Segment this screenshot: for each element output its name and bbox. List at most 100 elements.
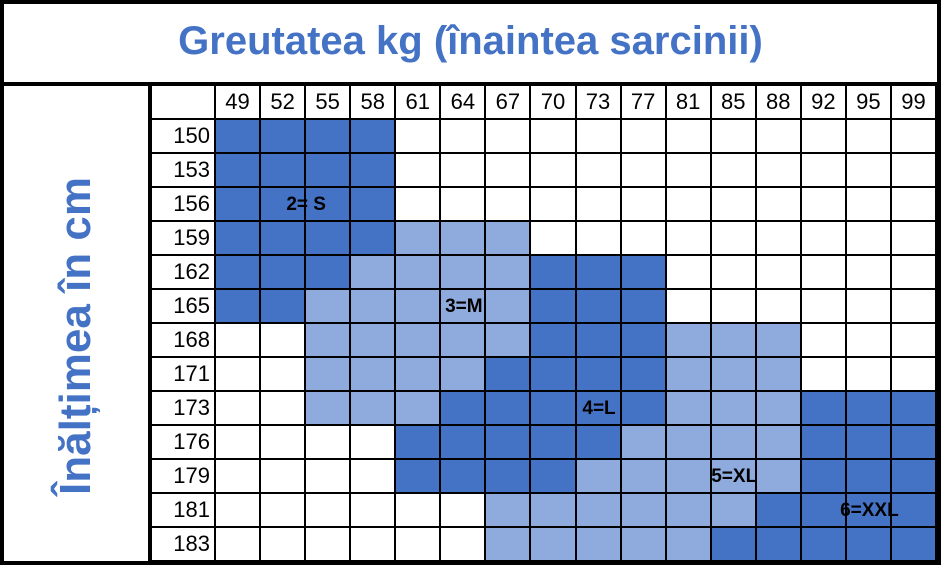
grid-cell — [486, 392, 532, 426]
grid-cell — [306, 392, 352, 426]
grid-cell — [261, 392, 307, 426]
grid-cell — [531, 324, 577, 358]
grid-cell — [801, 392, 847, 426]
grid-cell — [531, 256, 577, 290]
size-label-xxl: 6=XXL — [840, 500, 899, 521]
grid-cell — [261, 120, 307, 154]
grid-cell — [261, 290, 307, 324]
grid-cell — [216, 222, 262, 256]
grid-cell — [576, 460, 622, 494]
grid-cell — [306, 426, 352, 460]
grid-cell — [621, 494, 667, 528]
grid-cell — [756, 426, 802, 460]
grid-cell — [621, 358, 667, 392]
grid-cell — [216, 460, 262, 494]
grid-cell — [846, 256, 892, 290]
grid-cell — [486, 154, 532, 188]
grid-cell — [666, 426, 712, 460]
weight-header-cell: 88 — [756, 86, 802, 120]
grid-cell — [486, 120, 532, 154]
grid-cell — [756, 528, 802, 562]
grid-cell — [351, 358, 397, 392]
grid-cell — [576, 256, 622, 290]
grid-cell — [711, 392, 757, 426]
grid-cell — [531, 494, 577, 528]
grid-cell — [621, 256, 667, 290]
grid-cell — [441, 154, 487, 188]
grid-cell — [711, 494, 757, 528]
grid-cell — [396, 256, 442, 290]
chart-title: Greutatea kg (înaintea sarcinii) — [178, 18, 763, 63]
grid-cell — [396, 290, 442, 324]
grid-cell — [351, 392, 397, 426]
weight-header-cell: 92 — [801, 86, 847, 120]
grid-cell — [441, 256, 487, 290]
grid-cell — [621, 392, 667, 426]
weight-header-cell: 70 — [531, 86, 577, 120]
grid-cell — [891, 290, 937, 324]
grid-cell — [216, 528, 262, 562]
grid-cell — [846, 358, 892, 392]
grid-cell — [351, 256, 397, 290]
grid-cell — [711, 460, 757, 494]
grid-cell — [666, 392, 712, 426]
grid-cell — [261, 460, 307, 494]
grid-cell — [216, 154, 262, 188]
grid-cell — [801, 460, 847, 494]
grid-cell — [756, 222, 802, 256]
grid-cell — [396, 154, 442, 188]
grid-cell — [891, 528, 937, 562]
grid-cell — [531, 154, 577, 188]
grid-cell — [801, 154, 847, 188]
grid-cell — [846, 188, 892, 222]
grid-cell — [846, 426, 892, 460]
grid-cell — [666, 290, 712, 324]
grid-cell — [216, 188, 262, 222]
grid-cell — [351, 154, 397, 188]
grid-cell — [306, 256, 352, 290]
grid-cell — [711, 120, 757, 154]
grid-cell — [576, 392, 622, 426]
grid-cell — [756, 120, 802, 154]
grid-cell — [486, 222, 532, 256]
grid-cell — [891, 222, 937, 256]
grid-cell — [396, 426, 442, 460]
grid-cell — [441, 120, 487, 154]
grid-cell — [666, 528, 712, 562]
height-row-header: 176 — [152, 426, 216, 460]
grid-cell — [711, 256, 757, 290]
grid-cell — [531, 120, 577, 154]
grid-cell — [486, 324, 532, 358]
grid-cell — [846, 324, 892, 358]
grid-cell — [261, 154, 307, 188]
grid-cell — [711, 324, 757, 358]
grid-cell — [396, 392, 442, 426]
grid-cell — [621, 290, 667, 324]
grid-cell — [756, 358, 802, 392]
grid-cell — [306, 528, 352, 562]
grid-cell — [846, 494, 892, 528]
grid-cell — [261, 256, 307, 290]
grid-cell — [621, 120, 667, 154]
grid-cell — [756, 324, 802, 358]
grid-cell — [846, 528, 892, 562]
height-row-header: 153 — [152, 154, 216, 188]
grid-cell — [891, 460, 937, 494]
grid-cell — [531, 188, 577, 222]
grid-cell — [666, 358, 712, 392]
grid-cell — [711, 222, 757, 256]
grid-cell — [891, 494, 937, 528]
grid-cell — [576, 290, 622, 324]
grid-cell — [666, 120, 712, 154]
title-box: Greutatea kg (înaintea sarcinii) — [0, 0, 941, 86]
grid-cell — [216, 256, 262, 290]
grid-cell — [396, 188, 442, 222]
height-row-header: 179 — [152, 460, 216, 494]
grid-cell — [486, 460, 532, 494]
weight-header-cell: 73 — [576, 86, 622, 120]
grid-cell — [531, 222, 577, 256]
grid-cell — [576, 358, 622, 392]
grid-cell — [486, 188, 532, 222]
grid-cell — [576, 324, 622, 358]
grid-cell — [621, 154, 667, 188]
